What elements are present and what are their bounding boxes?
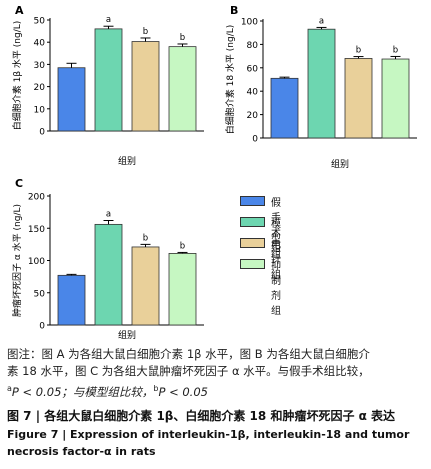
significance-label: b	[143, 27, 148, 37]
note-line-3: aP < 0.05；与模型组比较，bP < 0.05	[7, 380, 370, 401]
y-tick-label: 30	[34, 61, 46, 71]
significance-label: b	[356, 46, 361, 56]
x-axis-label: 组别	[331, 158, 349, 170]
y-tick-label: 60	[247, 64, 259, 74]
legend-swatch	[240, 259, 265, 269]
sig-mark-a: a	[7, 384, 12, 393]
significance-label: a	[106, 210, 111, 220]
bar	[307, 28, 336, 139]
note-line-3a: P < 0.05；与模型组比较，	[11, 384, 154, 399]
bar	[94, 28, 123, 132]
y-tick-label: 0	[39, 322, 45, 332]
significance-label: b	[180, 33, 185, 43]
y-tick-label: 150	[28, 225, 45, 235]
x-axis-label: 组别	[118, 155, 136, 167]
y-tick-label: 100	[241, 18, 258, 28]
bar	[270, 77, 299, 139]
bar	[168, 46, 197, 132]
y-axis-label: 白细胞介素 1β 水平 (ng/L)	[11, 21, 23, 131]
legend-label: 电针组	[271, 240, 281, 281]
y-tick-label: 40	[34, 39, 46, 49]
panel-b: B 0 20 40 60 80 100 白细胞介素 18 水平 (ng/L) 组别 a b b	[224, 4, 417, 170]
legend-label: 模型组	[271, 219, 281, 260]
bar	[94, 223, 123, 326]
y-tick-label: 40	[247, 88, 259, 98]
y-tick-label: 50	[34, 17, 46, 27]
bar	[131, 41, 160, 132]
bar	[344, 58, 373, 139]
y-axis-label: 白细胞介素 18 水平 (ng/L)	[224, 25, 236, 135]
note-line-1: 图注：图 A 为各组大鼠白细胞介素 1β 水平，图 B 为各组大鼠白细胞介	[7, 347, 370, 361]
note-line-3b: P < 0.05	[158, 384, 208, 399]
significance-label: a	[106, 15, 111, 25]
significance-label: a	[319, 16, 324, 26]
caption-english: Figure 7 | Expression of interleukin-1β,…	[7, 428, 410, 458]
panel-letter: A	[15, 4, 24, 17]
legend-swatch	[240, 238, 265, 248]
note-line-2: 素 18 水平，图 C 为各组大鼠肿瘤坏死因子 α 水平。与假手术组比较，	[7, 364, 370, 378]
panel-letter: C	[15, 177, 23, 190]
bar	[57, 274, 86, 326]
y-axis-label: 肿瘤坏死因子 α 水平 (ng/L)	[11, 204, 23, 317]
bar	[168, 253, 197, 326]
caption-chinese: 图 7 | 各组大鼠白细胞介素 1β、白细胞介素 18 和肿瘤坏死因子 α 表达	[7, 409, 396, 423]
y-tick-label: 50	[34, 289, 46, 299]
y-tick-label: 10	[34, 105, 46, 115]
legend-label: 抑制剂组	[271, 261, 281, 317]
y-tick-label: 0	[39, 128, 45, 138]
legend-label: 假手术组	[271, 198, 281, 254]
sig-mark-b: b	[153, 384, 159, 393]
bar	[381, 58, 410, 139]
significance-label: b	[180, 241, 185, 251]
y-tick-label: 20	[34, 83, 46, 93]
significance-label: b	[393, 45, 398, 55]
y-tick-label: 80	[247, 41, 259, 51]
panel-letter: B	[230, 4, 238, 17]
panel-c: C 0 50 100 150 200 肿瘤坏死因子 α 水平 (ng/L) 组别 a b b	[11, 177, 204, 341]
y-tick-label: 0	[252, 135, 258, 145]
panel-a: A 0 10 20 30 40 50 白细胞介素 1β 水平 (ng/L) 组别 a b b	[11, 4, 204, 167]
significance-label: b	[143, 233, 148, 243]
bar	[131, 246, 160, 326]
figure-note: 图注：图 A 为各组大鼠白细胞介素 1β 水平，图 B 为各组大鼠白细胞介 素 …	[7, 346, 370, 401]
x-axis-label: 组别	[118, 329, 136, 341]
y-tick-label: 200	[28, 193, 45, 203]
legend-swatch	[240, 196, 265, 206]
y-tick-label: 100	[28, 257, 45, 267]
bar	[57, 67, 86, 132]
legend-swatch	[240, 217, 265, 227]
y-tick-label: 20	[247, 111, 259, 121]
